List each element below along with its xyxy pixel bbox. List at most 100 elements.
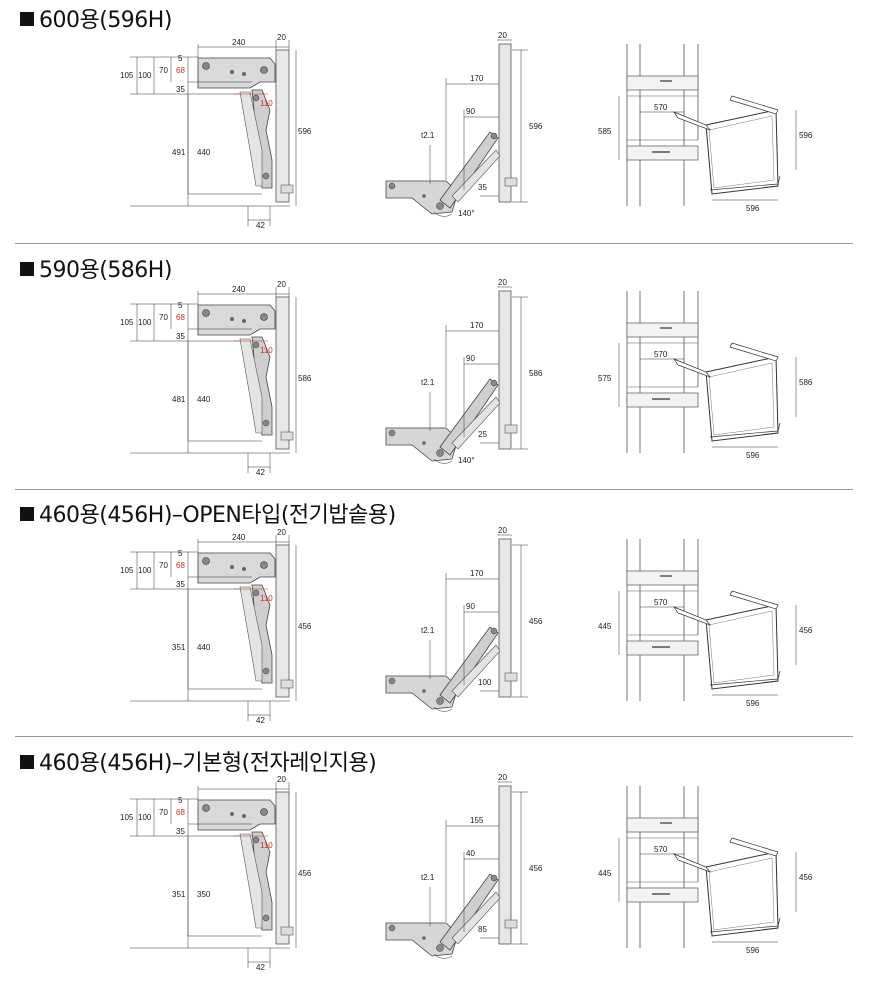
dim-35: 35	[176, 332, 185, 341]
dim-h3: 70	[159, 66, 168, 75]
dim-5: 5	[178, 549, 183, 558]
section-title: 460용(456H)–OPEN타입(전기밥솥용)	[39, 503, 396, 528]
dim-red-68: 68	[176, 808, 185, 817]
side-view-diagram: 20 105 100 70 68 5 35 110 351 350 456 42	[120, 775, 312, 972]
square-bullet-icon	[20, 507, 34, 521]
mid-dim-thickness: t2.1	[421, 873, 435, 882]
dim-35: 35	[176, 580, 185, 589]
dim-inner-height: 440	[197, 643, 211, 652]
tray-dim-height: 456	[799, 626, 813, 635]
dim-5: 5	[178, 796, 183, 805]
tray-dim-height: 456	[799, 873, 813, 882]
dim-red-110: 110	[260, 99, 273, 108]
cab-dim-depth: 570	[654, 350, 668, 359]
square-bullet-icon	[20, 262, 34, 276]
section-title: 600용(596H)	[39, 8, 172, 33]
cab-dim-depth: 570	[654, 103, 668, 112]
dim-h2: 100	[138, 71, 152, 80]
dim-bottom: 42	[256, 716, 265, 725]
dim-inner-height: 440	[197, 395, 211, 404]
mid-dim-sub: 90	[466, 602, 475, 611]
dim-width: 240	[232, 533, 246, 542]
mid-dim-reach: 170	[470, 569, 484, 578]
dim-bottom: 42	[256, 963, 265, 972]
dim-h1: 105	[120, 71, 134, 80]
dim-red-68: 68	[176, 66, 185, 75]
dim-gap: 20	[277, 775, 286, 784]
dim-h3: 70	[159, 808, 168, 817]
cab-dim-depth: 570	[654, 598, 668, 607]
dim-big-height: 351	[172, 643, 186, 652]
section-drawings: 240 20 105 100 70 68 5 35 110 491 440 59…	[120, 31, 813, 230]
dim-gap: 20	[277, 528, 286, 537]
dim-gap: 20	[277, 33, 286, 42]
dim-big-height: 351	[172, 890, 186, 899]
square-bullet-icon	[20, 12, 34, 26]
spec-section: 590용(586H)	[0, 247, 880, 492]
dim-total-height: 456	[298, 622, 312, 631]
tray-dim-width: 596	[746, 204, 760, 213]
dim-h2: 100	[138, 566, 152, 575]
mid-dim-angle: 140°	[458, 456, 475, 465]
section-heading: 460용(456H)–기본형(전자레인지용)	[20, 745, 377, 777]
mid-dim-low: 100	[478, 678, 492, 687]
mid-dim-total: 456	[529, 617, 543, 626]
cabinet-diagram: 570 575 586 596	[598, 291, 813, 460]
mid-dim-reach: 170	[470, 74, 484, 83]
tray-dim-height: 586	[799, 378, 813, 387]
open-view-diagram: 20 155 40 456 t2.1 85	[385, 773, 543, 959]
section-title: 460용(456H)–기본형(전자레인지용)	[39, 751, 377, 776]
mid-dim-reach: 155	[470, 816, 484, 825]
dim-5: 5	[178, 54, 183, 63]
dim-width: 240	[232, 38, 246, 47]
mid-dim-reach: 170	[470, 321, 484, 330]
mid-dim-gap: 20	[498, 31, 507, 40]
dim-h2: 100	[138, 813, 152, 822]
dim-red-68: 68	[176, 313, 185, 322]
spec-section: 600용(596H)	[0, 0, 880, 245]
mid-dim-gap: 20	[498, 773, 507, 782]
mid-dim-low: 35	[478, 183, 487, 192]
section-title: 590용(586H)	[39, 258, 172, 283]
mid-dim-gap: 20	[498, 526, 507, 535]
section-divider	[15, 243, 853, 244]
dim-red-68: 68	[176, 561, 185, 570]
mid-dim-gap: 20	[498, 278, 507, 287]
mid-dim-total: 596	[529, 122, 543, 131]
mid-dim-low: 85	[478, 925, 487, 934]
dim-inner-height: 350	[197, 890, 211, 899]
open-view-diagram: 20 170 90 596 t2.1 35 140°	[385, 31, 543, 218]
dim-h2: 100	[138, 318, 152, 327]
mid-dim-thickness: t2.1	[421, 131, 435, 140]
dim-big-height: 481	[172, 395, 186, 404]
side-view-diagram: 240 20 105 100 70 68 5 35 110 491 440 59…	[120, 33, 312, 230]
section-divider	[15, 736, 853, 737]
dim-big-height: 491	[172, 148, 186, 157]
section-divider	[15, 489, 853, 490]
section-heading: 460용(456H)–OPEN타입(전기밥솥용)	[20, 497, 396, 529]
dim-total-height: 596	[298, 127, 312, 136]
tray-dim-width: 596	[746, 699, 760, 708]
mid-dim-low: 25	[478, 430, 487, 439]
mid-dim-total: 586	[529, 369, 543, 378]
section-heading: 600용(596H)	[20, 2, 172, 34]
cab-dim-height: 445	[598, 869, 612, 878]
open-view-diagram: 20 170 90 586 t2.1 25 140°	[385, 278, 543, 465]
dim-h1: 105	[120, 318, 134, 327]
dim-h1: 105	[120, 813, 134, 822]
square-bullet-icon	[20, 755, 34, 769]
dim-35: 35	[176, 827, 185, 836]
mid-dim-sub: 40	[466, 849, 475, 858]
cab-dim-depth: 570	[654, 845, 668, 854]
cab-dim-height: 445	[598, 622, 612, 631]
tray-dim-width: 596	[746, 946, 760, 955]
mid-dim-thickness: t2.1	[421, 378, 435, 387]
spec-section: 460용(456H)–OPEN타입(전기밥솥용)	[0, 495, 880, 740]
cabinet-diagram: 570 445 456 596	[598, 539, 813, 708]
dim-red-110: 110	[260, 841, 273, 850]
tray-dim-height: 596	[799, 131, 813, 140]
open-view-diagram: 20 170 90 456 t2.1 100	[385, 526, 543, 712]
spec-section: 460용(456H)–기본형(전자레인지용)	[0, 742, 880, 987]
dim-red-110: 110	[260, 346, 273, 355]
section-drawings: 240 20 105 100 70 68 5 35 110 351 440 45…	[120, 526, 813, 725]
